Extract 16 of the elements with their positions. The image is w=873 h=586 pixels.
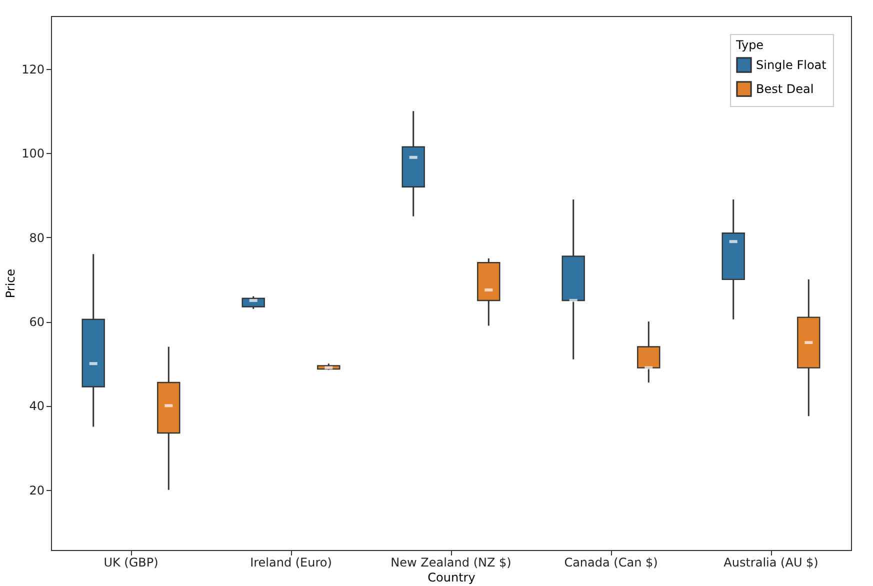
x-tick-label: Ireland (Euro) xyxy=(250,556,332,570)
y-tick-label: 40 xyxy=(29,399,44,414)
legend-title: Type xyxy=(735,38,764,52)
x-tick-label: Canada (Can $) xyxy=(564,556,658,570)
x-tick-label: New Zealand (NZ $) xyxy=(390,556,512,570)
y-tick-label: 80 xyxy=(29,230,44,245)
legend-label: Best Deal xyxy=(756,82,814,96)
y-tick-label: 20 xyxy=(29,483,44,498)
x-axis-title: Country xyxy=(428,570,476,584)
x-tick-label: Australia (AU $) xyxy=(724,556,818,570)
y-tick-label: 100 xyxy=(22,146,44,161)
x-tick-label: UK (GBP) xyxy=(104,556,158,570)
y-axis-title: Price xyxy=(4,268,18,298)
y-tick-label: 60 xyxy=(29,315,44,330)
y-tick-label: 120 xyxy=(22,62,44,77)
legend-label: Single Float xyxy=(756,58,827,72)
